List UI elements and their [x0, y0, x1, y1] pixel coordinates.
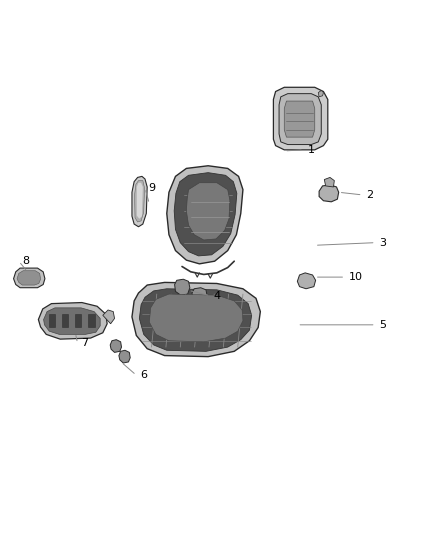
Polygon shape	[14, 268, 45, 288]
Polygon shape	[110, 340, 121, 352]
Polygon shape	[167, 166, 243, 264]
Polygon shape	[119, 350, 130, 363]
Polygon shape	[192, 288, 207, 304]
Polygon shape	[132, 176, 147, 227]
Text: 10: 10	[349, 272, 363, 282]
Text: 7: 7	[81, 338, 88, 349]
Polygon shape	[279, 94, 321, 144]
Text: 3: 3	[379, 238, 386, 248]
Polygon shape	[297, 273, 316, 289]
Polygon shape	[88, 314, 95, 327]
Polygon shape	[132, 282, 260, 357]
Polygon shape	[324, 177, 334, 187]
Polygon shape	[39, 303, 107, 339]
Text: 6: 6	[140, 370, 147, 380]
Polygon shape	[103, 310, 115, 324]
Text: 4: 4	[214, 290, 221, 301]
Polygon shape	[44, 308, 100, 334]
Text: 8: 8	[22, 256, 29, 266]
Polygon shape	[273, 87, 328, 150]
Polygon shape	[62, 314, 68, 327]
Polygon shape	[175, 279, 190, 295]
Polygon shape	[284, 101, 315, 137]
Polygon shape	[186, 183, 230, 240]
Polygon shape	[49, 314, 55, 327]
Polygon shape	[75, 314, 81, 327]
Polygon shape	[137, 183, 143, 219]
Text: 1: 1	[307, 145, 314, 155]
Text: 9: 9	[148, 183, 155, 193]
Polygon shape	[149, 294, 243, 342]
Polygon shape	[319, 185, 339, 202]
Text: 2: 2	[366, 190, 373, 200]
Text: 5: 5	[379, 320, 386, 330]
Polygon shape	[174, 173, 237, 256]
Polygon shape	[139, 289, 252, 351]
Polygon shape	[318, 91, 323, 97]
Polygon shape	[17, 271, 41, 285]
Polygon shape	[134, 181, 145, 222]
